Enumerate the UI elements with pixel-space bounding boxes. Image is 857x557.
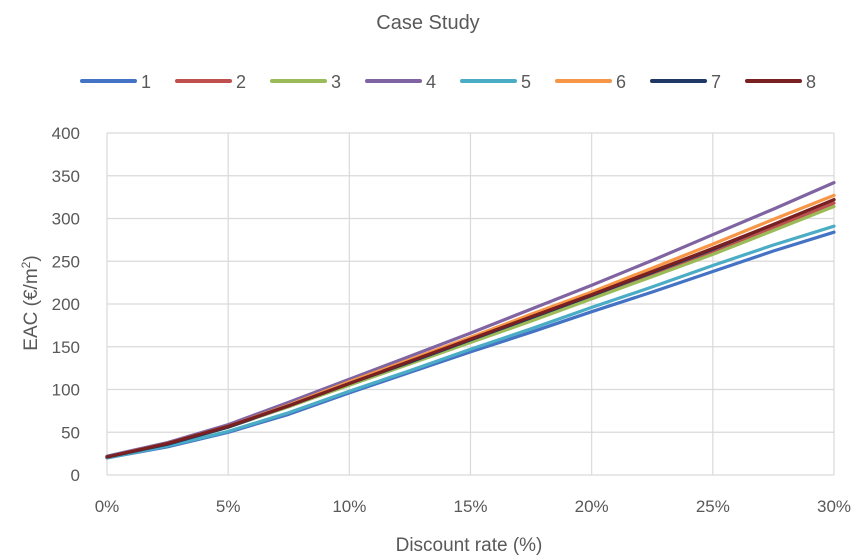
legend-label-8: 8 [806, 72, 816, 92]
series-line-4 [105, 181, 836, 458]
y-axis-title-main: EAC (€/m [21, 268, 42, 350]
y-axis-title: EAC (€/m2) [19, 255, 42, 350]
y-tick-label: 0 [71, 466, 80, 485]
x-tick-label: 30% [817, 497, 851, 516]
y-tick-label: 50 [61, 423, 80, 442]
y-tick-label: 350 [52, 167, 80, 186]
series-line-8 [105, 198, 836, 459]
y-tick-label: 100 [52, 381, 80, 400]
y-tick-label: 250 [52, 252, 80, 271]
y-tick-label: 150 [52, 338, 80, 357]
legend-label-3: 3 [331, 72, 341, 92]
x-tick-label: 25% [696, 497, 730, 516]
chart-title: Case Study [376, 12, 479, 34]
x-tick-label: 15% [453, 497, 487, 516]
legend-label-2: 2 [236, 72, 246, 92]
y-tick-label: 400 [52, 124, 80, 143]
y-axis-tick-labels: 0 50 100 150 200 250 300 350 400 [52, 124, 80, 485]
gridlines [106, 132, 835, 476]
y-tick-label: 300 [52, 210, 80, 229]
y-axis-title-end: ) [21, 255, 42, 261]
legend-label-6: 6 [616, 72, 626, 92]
x-tick-label: 0% [95, 497, 120, 516]
legend-label-1: 1 [141, 72, 151, 92]
x-axis-tick-labels: 0% 5% 10% 15% 20% 25% 30% [95, 497, 851, 516]
legend-label-7: 7 [711, 72, 721, 92]
legend-label-5: 5 [521, 72, 531, 92]
y-tick-label: 200 [52, 295, 80, 314]
y-axis-title-superscript: 2 [19, 261, 33, 268]
x-tick-label: 20% [575, 497, 609, 516]
legend: 1 2 3 4 5 6 7 8 [80, 72, 816, 92]
series-lines [105, 181, 836, 460]
legend-label-4: 4 [426, 72, 436, 92]
x-tick-label: 5% [216, 497, 241, 516]
series-line-5 [105, 224, 836, 460]
x-tick-label: 10% [332, 497, 366, 516]
x-axis-title: Discount rate (%) [396, 535, 543, 556]
